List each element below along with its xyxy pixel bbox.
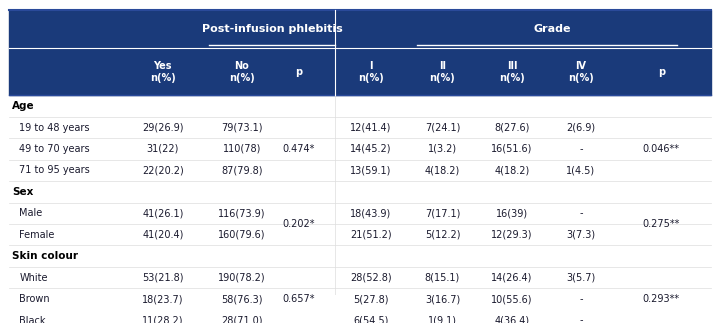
Text: 16(39): 16(39): [496, 208, 528, 218]
Text: 21(51.2): 21(51.2): [350, 230, 392, 240]
Text: Yes
n(%): Yes n(%): [150, 61, 176, 83]
Text: 4(36.4): 4(36.4): [495, 316, 530, 323]
Text: 0.293**: 0.293**: [643, 294, 680, 304]
Text: 6(54.5): 6(54.5): [353, 316, 389, 323]
Text: 19 to 48 years: 19 to 48 years: [19, 122, 90, 132]
Text: 12(41.4): 12(41.4): [350, 122, 392, 132]
Text: 13(59.1): 13(59.1): [350, 165, 392, 175]
Text: 71 to 95 years: 71 to 95 years: [19, 165, 90, 175]
Text: 3(7.3): 3(7.3): [567, 230, 595, 240]
Text: 18(43.9): 18(43.9): [350, 208, 392, 218]
Text: 49 to 70 years: 49 to 70 years: [19, 144, 90, 154]
Text: Age: Age: [12, 101, 35, 111]
Text: Sex: Sex: [12, 187, 34, 197]
Text: 8(27.6): 8(27.6): [495, 122, 530, 132]
Text: Black: Black: [19, 316, 46, 323]
Text: 28(52.8): 28(52.8): [350, 273, 392, 283]
Text: Brown: Brown: [19, 294, 50, 304]
Text: 14(45.2): 14(45.2): [350, 144, 392, 154]
Text: 160(79.6): 160(79.6): [218, 230, 266, 240]
Text: 116(73.9): 116(73.9): [218, 208, 266, 218]
Text: III
n(%): III n(%): [499, 61, 525, 83]
Text: 41(20.4): 41(20.4): [142, 230, 184, 240]
Text: Skin colour: Skin colour: [12, 251, 78, 261]
Text: -: -: [579, 144, 582, 154]
Text: 2(6.9): 2(6.9): [567, 122, 595, 132]
Text: I
n(%): I n(%): [358, 61, 384, 83]
Text: 53(21.8): 53(21.8): [142, 273, 184, 283]
Text: 87(79.8): 87(79.8): [221, 165, 262, 175]
Bar: [9, 10, 711, 95]
Text: 0.474*: 0.474*: [283, 144, 315, 154]
Text: 14(26.4): 14(26.4): [491, 273, 533, 283]
Text: 16(51.6): 16(51.6): [491, 144, 533, 154]
Text: 11(28.2): 11(28.2): [142, 316, 184, 323]
Text: Post-infusion phlebitis: Post-infusion phlebitis: [202, 24, 343, 34]
Text: Female: Female: [19, 230, 55, 240]
Text: No
n(%): No n(%): [229, 61, 255, 83]
Text: 4(18.2): 4(18.2): [495, 165, 530, 175]
Text: 3(16.7): 3(16.7): [425, 294, 460, 304]
Text: 79(73.1): 79(73.1): [221, 122, 262, 132]
Text: 29(26.9): 29(26.9): [142, 122, 184, 132]
Text: p: p: [657, 67, 665, 77]
Text: 31(22): 31(22): [147, 144, 179, 154]
Text: 8(15.1): 8(15.1): [425, 273, 460, 283]
Text: Grade: Grade: [534, 24, 572, 34]
Text: 1(4.5): 1(4.5): [567, 165, 595, 175]
Text: 7(24.1): 7(24.1): [425, 122, 460, 132]
Text: 18(23.7): 18(23.7): [142, 294, 184, 304]
Text: Male: Male: [19, 208, 42, 218]
Text: 22(20.2): 22(20.2): [142, 165, 184, 175]
Text: 41(26.1): 41(26.1): [142, 208, 184, 218]
Text: 5(27.8): 5(27.8): [353, 294, 389, 304]
Text: 1(9.1): 1(9.1): [428, 316, 457, 323]
Text: 0.657*: 0.657*: [283, 294, 315, 304]
Text: 1(3.2): 1(3.2): [428, 144, 457, 154]
Text: -: -: [579, 294, 582, 304]
Text: 110(78): 110(78): [222, 144, 261, 154]
Text: 3(5.7): 3(5.7): [566, 273, 595, 283]
Text: -: -: [579, 208, 582, 218]
Text: 12(29.3): 12(29.3): [491, 230, 533, 240]
Text: -: -: [579, 316, 582, 323]
Text: 7(17.1): 7(17.1): [425, 208, 460, 218]
Text: 4(18.2): 4(18.2): [425, 165, 460, 175]
Text: 190(78.2): 190(78.2): [218, 273, 266, 283]
Text: 0.046**: 0.046**: [643, 144, 680, 154]
Text: p: p: [295, 67, 302, 77]
Text: 0.202*: 0.202*: [283, 219, 315, 229]
Text: 28(71.0): 28(71.0): [221, 316, 262, 323]
Text: 58(76.3): 58(76.3): [221, 294, 262, 304]
Text: 10(55.6): 10(55.6): [491, 294, 533, 304]
Text: 5(12.2): 5(12.2): [425, 230, 460, 240]
Text: 0.275**: 0.275**: [642, 219, 680, 229]
Text: White: White: [19, 273, 48, 283]
Text: II
n(%): II n(%): [430, 61, 455, 83]
Text: IV
n(%): IV n(%): [568, 61, 594, 83]
